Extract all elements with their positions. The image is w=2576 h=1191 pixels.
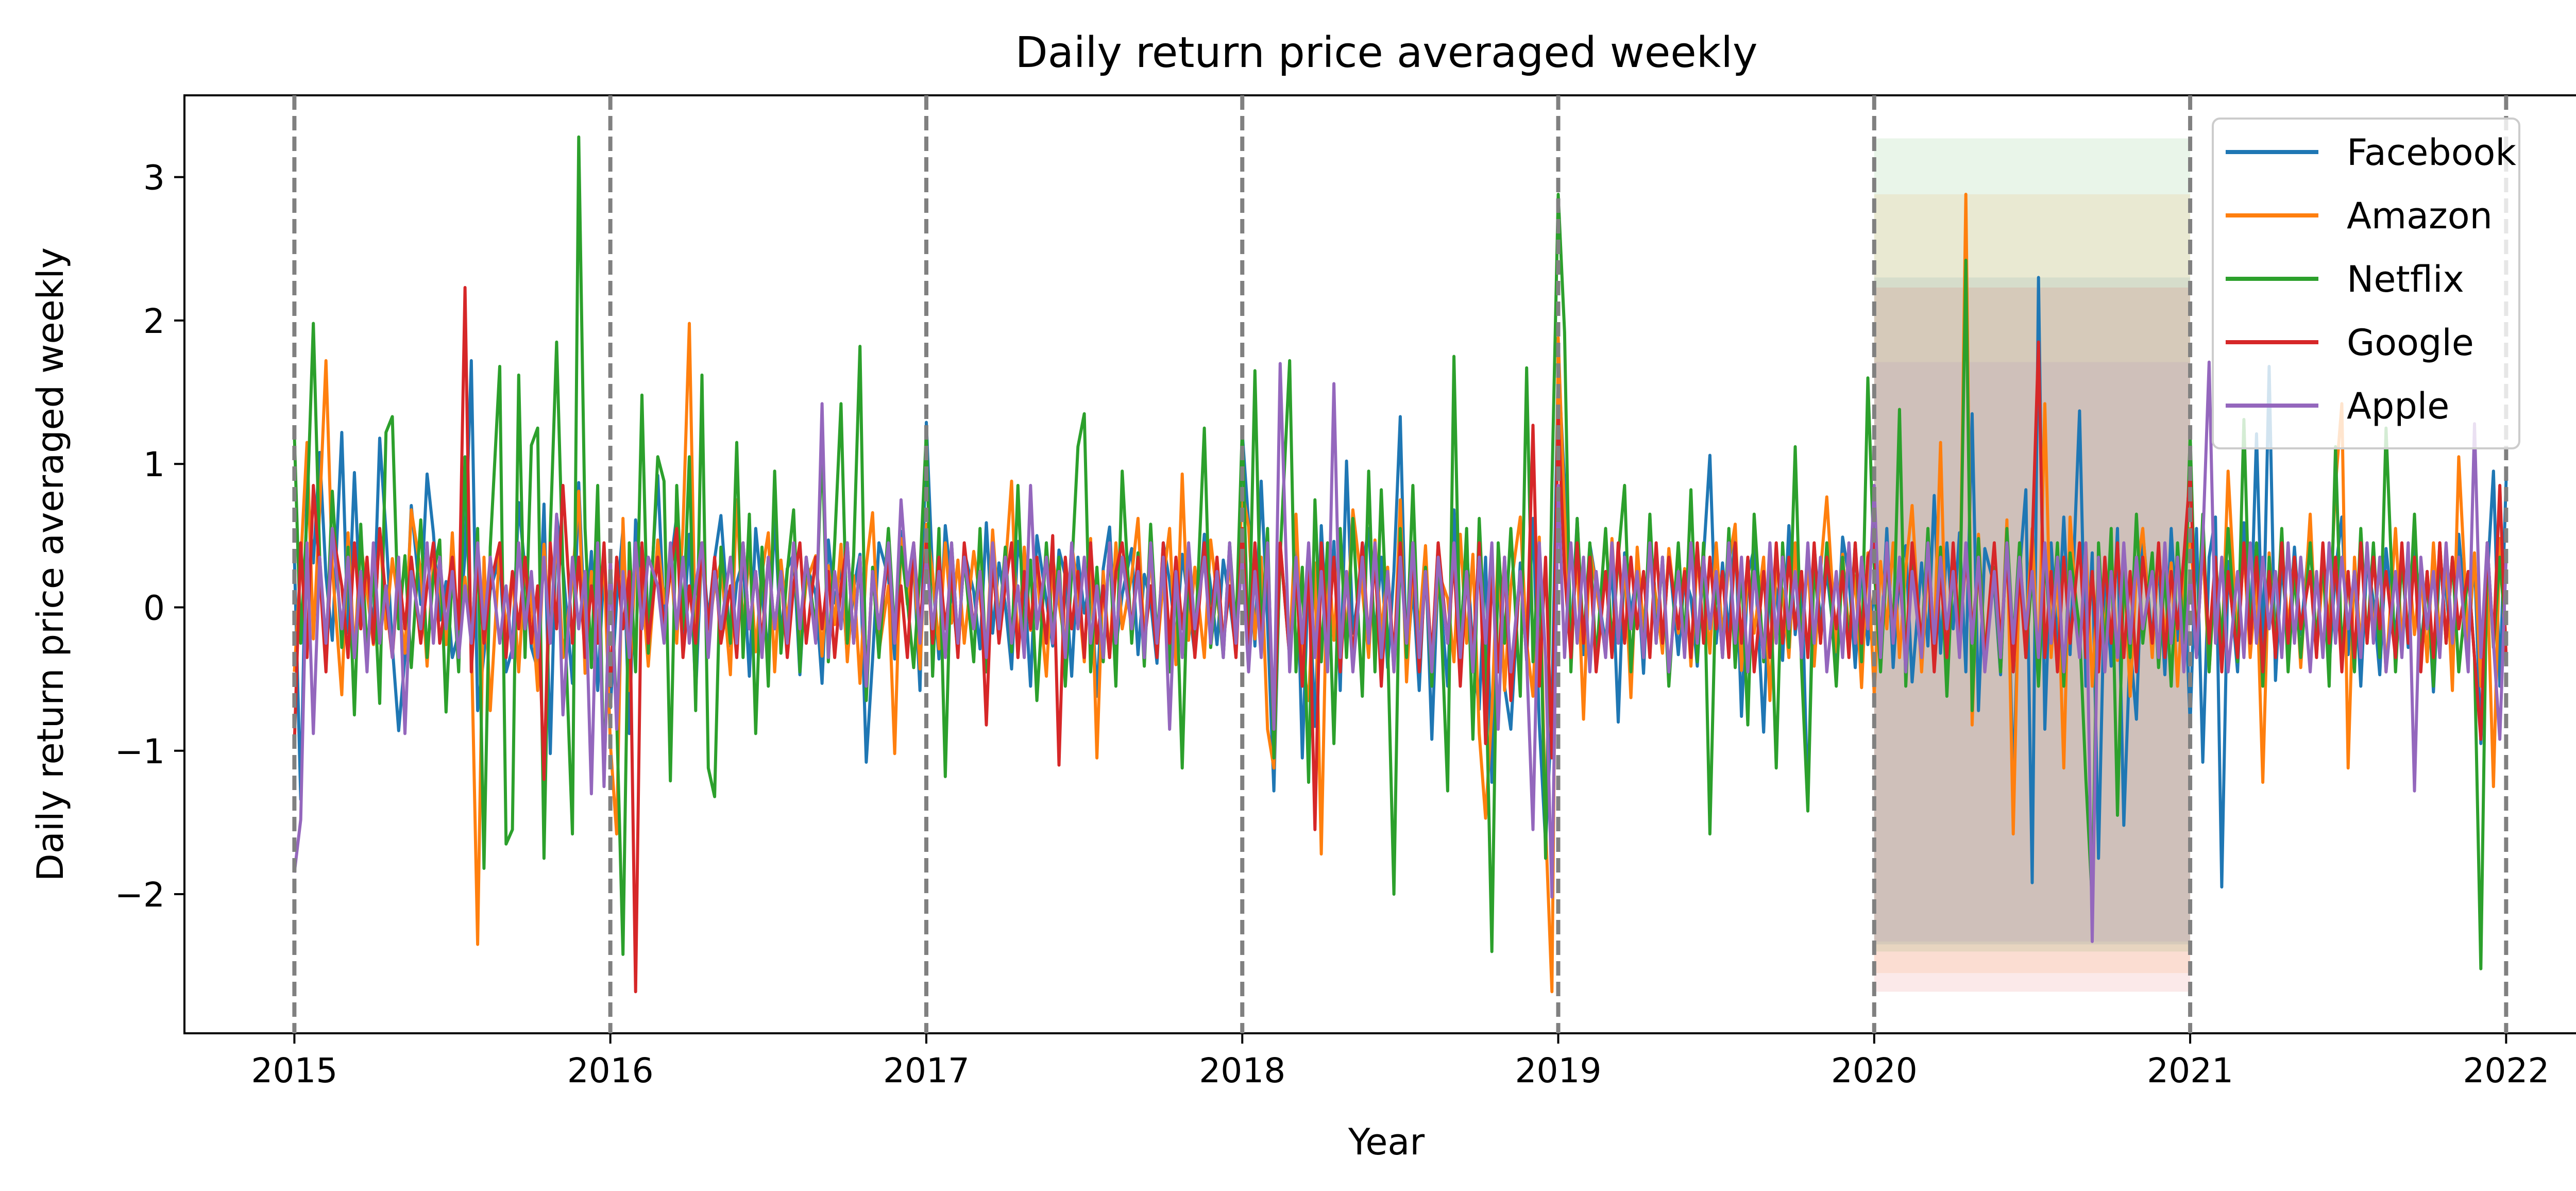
series-lines xyxy=(293,135,2508,994)
x-axis-label: Year xyxy=(1348,1121,1425,1163)
legend-label: Apple xyxy=(2347,385,2449,427)
legend: Facebook Amazon Netflix Google Apple xyxy=(2212,118,2520,449)
legend-box xyxy=(2212,118,2520,449)
y-tick-label: −1 xyxy=(115,732,165,771)
chart-title: Daily return price averaged weekly xyxy=(1015,28,1757,77)
x-tick-label: 2018 xyxy=(1199,1051,1285,1091)
legend-label: Amazon xyxy=(2347,195,2493,237)
y-tick-label: −2 xyxy=(115,875,165,915)
x-tick-label: 2020 xyxy=(1831,1051,1918,1091)
y-axis-ticks: −2 −1 0 1 2 3 xyxy=(115,158,184,915)
x-tick-label: 2022 xyxy=(2463,1051,2549,1091)
series-line-netflix xyxy=(293,135,2508,970)
plot-area-frame xyxy=(183,94,2576,1034)
y-axis-label: Daily return price averaged weekly xyxy=(29,247,72,881)
series-line-apple xyxy=(293,360,2508,943)
x-tick-label: 2019 xyxy=(1515,1051,1602,1091)
legend-label: Google xyxy=(2347,322,2474,364)
y-tick-label: 1 xyxy=(143,445,165,484)
x-axis-ticks: 2015 2016 2017 2018 2019 2020 2021 2022 xyxy=(251,1033,2549,1091)
x-tick-label: 2017 xyxy=(883,1051,970,1091)
x-tick-label: 2021 xyxy=(2147,1051,2233,1091)
y-tick-label: 3 xyxy=(143,158,165,198)
y-tick-label: 0 xyxy=(143,588,165,628)
x-tick-label: 2015 xyxy=(251,1051,337,1091)
y-tick-label: 2 xyxy=(143,301,165,341)
legend-label: Facebook xyxy=(2347,131,2516,174)
legend-label: Netflix xyxy=(2347,258,2464,300)
x-tick-label: 2016 xyxy=(567,1051,654,1091)
